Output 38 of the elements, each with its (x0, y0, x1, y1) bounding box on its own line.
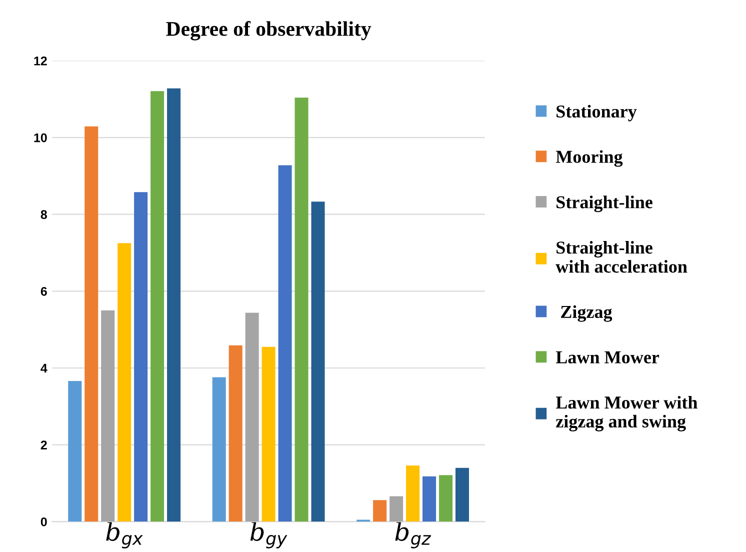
bar (311, 202, 325, 522)
bar (294, 98, 308, 522)
legend-label: Straight-line (556, 196, 652, 212)
legend-label: Zigzag (561, 305, 612, 322)
y-tick-label: 2 (40, 440, 47, 450)
bar (134, 192, 148, 522)
bar (278, 165, 292, 522)
x-tick-label: b$_{gy}$ (250, 522, 288, 548)
bar (68, 381, 82, 522)
legend-label: Lawn Mower (556, 351, 660, 364)
x-tick-label: b$_{gx}$ (106, 522, 143, 548)
bar (373, 500, 387, 522)
legend-label: Mooring (556, 150, 623, 167)
bar (101, 310, 115, 522)
y-tick-label: 6 (40, 286, 47, 296)
bar (84, 126, 98, 522)
y-tick-label: 10 (34, 133, 47, 142)
bar (212, 377, 226, 522)
y-tick-label: 8 (40, 210, 47, 220)
bar (422, 476, 436, 522)
bar (228, 345, 242, 522)
bar (406, 466, 420, 522)
bar (455, 468, 469, 522)
bar (167, 88, 181, 522)
chart-title: Degree of observability (166, 21, 372, 40)
y-tick-label: 4 (40, 364, 48, 373)
y-tick-label: 12 (34, 56, 47, 66)
bar (390, 496, 404, 522)
bar (245, 312, 259, 522)
bar (438, 475, 453, 522)
bar (150, 91, 164, 522)
legend-label: Straight-line with acceleration (556, 241, 688, 273)
bar (118, 243, 132, 522)
x-tick-label: b$_{gz}$ (395, 522, 432, 548)
y-tick-label: 0 (40, 517, 47, 526)
bar (262, 346, 276, 522)
legend-label: Stationary (556, 104, 637, 122)
legend-label: Lawn Mower with zigzag and swing (556, 396, 698, 432)
